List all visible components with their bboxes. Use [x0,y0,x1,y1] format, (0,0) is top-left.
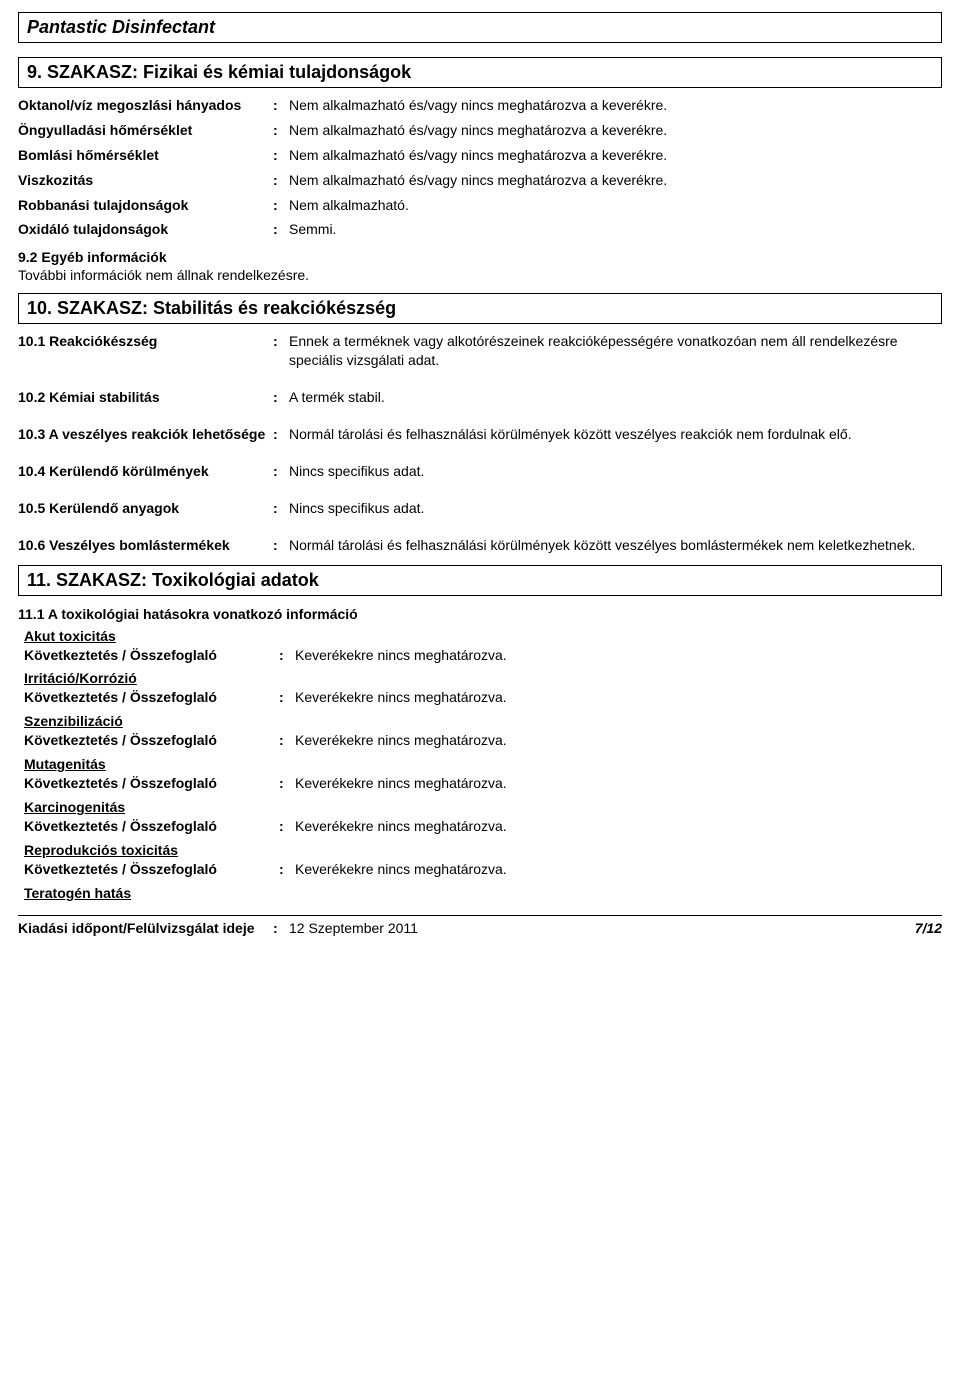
tox-category: Mutagenitás [24,756,942,772]
property-value: A termék stabil. [289,388,942,407]
colon: : [279,774,295,793]
colon: : [273,96,289,115]
property-value: Ennek a terméknek vagy alkotórészeinek r… [289,332,942,370]
section-10-row: 10.5 Kerülendő anyagok : Nincs specifiku… [18,499,942,518]
property-label: Viszkozitás [18,171,273,190]
property-label: Öngyulladási hőmérséklet [18,121,273,140]
property-label: 10.2 Kémiai stabilitás [18,388,273,407]
section-9-row: Viszkozitás : Nem alkalmazható és/vagy n… [18,171,942,190]
tox-label: Következtetés / Összefoglaló [24,817,279,836]
tox-row: Következtetés / Összefoglaló : Keverékek… [24,688,942,707]
section-9-row: Robbanási tulajdonságok : Nem alkalmazha… [18,196,942,215]
section-9-title: 9. SZAKASZ: Fizikai és kémiai tulajdonsá… [27,62,411,82]
colon: : [273,196,289,215]
property-label: Oxidáló tulajdonságok [18,220,273,239]
property-value: Nincs specifikus adat. [289,499,942,518]
section-11-title: 11. SZAKASZ: Toxikológiai adatok [27,570,319,590]
page-number: 7/12 [915,920,942,936]
property-label: Robbanási tulajdonságok [18,196,273,215]
tox-row: Következtetés / Összefoglaló : Keverékek… [24,774,942,793]
property-label: Bomlási hőmérséklet [18,146,273,165]
tox-row: Következtetés / Összefoglaló : Keverékek… [24,646,942,665]
tox-category: Karcinogenitás [24,799,942,815]
tox-category: Reprodukciós toxicitás [24,842,942,858]
section-10-row: 10.1 Reakciókészség : Ennek a terméknek … [18,332,942,370]
document-title: Pantastic Disinfectant [27,17,215,37]
colon: : [273,425,289,444]
property-value: Nem alkalmazható és/vagy nincs meghatáro… [289,146,942,165]
colon: : [273,146,289,165]
section-10-row: 10.3 A veszélyes reakciók lehetősége : N… [18,425,942,444]
colon: : [273,171,289,190]
colon: : [279,860,295,879]
section-9-header: 9. SZAKASZ: Fizikai és kémiai tulajdonsá… [18,57,942,88]
tox-category: Irritáció/Korrózió [24,670,942,686]
section-10-row: 10.4 Kerülendő körülmények : Nincs speci… [18,462,942,481]
property-label: 10.1 Reakciókészség [18,332,273,351]
tox-label: Következtetés / Összefoglaló [24,860,279,879]
tox-row: Következtetés / Összefoglaló : Keverékek… [24,731,942,750]
tox-category: Teratogén hatás [24,885,942,901]
colon: : [273,332,289,351]
section-10-header: 10. SZAKASZ: Stabilitás és reakciókészsé… [18,293,942,324]
footer-date: 12 Szeptember 2011 [289,920,915,936]
property-value: Nem alkalmazható és/vagy nincs meghatáro… [289,121,942,140]
tox-value: Keverékekre nincs meghatározva. [295,774,942,793]
section-9-row: Oktanol/víz megoszlási hányados : Nem al… [18,96,942,115]
property-value: Nem alkalmazható és/vagy nincs meghatáro… [289,171,942,190]
tox-value: Keverékekre nincs meghatározva. [295,731,942,750]
toxicology-groups: Akut toxicitás Következtetés / Összefogl… [18,628,942,901]
section-11-1-heading: 11.1 A toxikológiai hatásokra vonatkozó … [18,606,942,622]
property-label: 10.3 A veszélyes reakciók lehetősége [18,425,273,444]
tox-label: Következtetés / Összefoglaló [24,646,279,665]
section-11-header: 11. SZAKASZ: Toxikológiai adatok [18,565,942,596]
section-9-row: Oxidáló tulajdonságok : Semmi. [18,220,942,239]
section-9-row: Öngyulladási hőmérséklet : Nem alkalmazh… [18,121,942,140]
section-10-row: 10.2 Kémiai stabilitás : A termék stabil… [18,388,942,407]
tox-label: Következtetés / Összefoglaló [24,774,279,793]
colon: : [273,220,289,239]
colon: : [273,462,289,481]
document-title-box: Pantastic Disinfectant [18,12,942,43]
section-10-title: 10. SZAKASZ: Stabilitás és reakciókészsé… [27,298,396,318]
property-value: Normál tárolási és felhasználási körülmé… [289,536,942,555]
section-9-2-heading: 9.2 Egyéb információk [18,249,942,265]
property-value: Nem alkalmazható és/vagy nincs meghatáro… [289,96,942,115]
colon: : [273,388,289,407]
page-footer: Kiadási időpont/Felülvizsgálat ideje : 1… [18,920,942,936]
section-9-2-text: További információk nem állnak rendelkez… [18,267,942,283]
property-label: 10.6 Veszélyes bomlástermékek [18,536,273,555]
property-value: Nem alkalmazható. [289,196,942,215]
section-9-row: Bomlási hőmérséklet : Nem alkalmazható é… [18,146,942,165]
property-value: Semmi. [289,220,942,239]
tox-value: Keverékekre nincs meghatározva. [295,646,942,665]
colon: : [273,536,289,555]
tox-label: Következtetés / Összefoglaló [24,688,279,707]
tox-value: Keverékekre nincs meghatározva. [295,688,942,707]
colon: : [279,688,295,707]
colon: : [279,817,295,836]
tox-row: Következtetés / Összefoglaló : Keverékek… [24,860,942,879]
tox-label: Következtetés / Összefoglaló [24,731,279,750]
property-value: Nincs specifikus adat. [289,462,942,481]
footer-label: Kiadási időpont/Felülvizsgálat ideje [18,920,273,936]
property-value: Normál tárolási és felhasználási körülmé… [289,425,942,444]
property-label: 10.5 Kerülendő anyagok [18,499,273,518]
section-10-row: 10.6 Veszélyes bomlástermékek : Normál t… [18,536,942,555]
colon: : [273,499,289,518]
property-label: Oktanol/víz megoszlási hányados [18,96,273,115]
tox-value: Keverékekre nincs meghatározva. [295,860,942,879]
tox-value: Keverékekre nincs meghatározva. [295,817,942,836]
colon: : [279,646,295,665]
colon: : [273,920,289,936]
tox-category: Akut toxicitás [24,628,942,644]
colon: : [279,731,295,750]
colon: : [273,121,289,140]
tox-row: Következtetés / Összefoglaló : Keverékek… [24,817,942,836]
tox-category: Szenzibilizáció [24,713,942,729]
property-label: 10.4 Kerülendő körülmények [18,462,273,481]
